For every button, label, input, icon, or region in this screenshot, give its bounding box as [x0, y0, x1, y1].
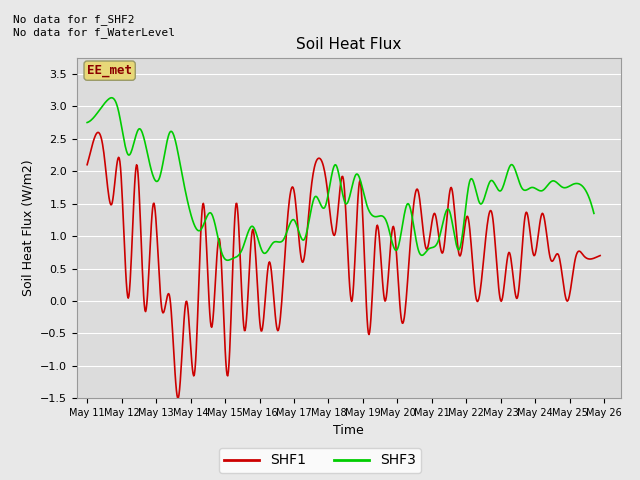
Text: No data for f_SHF2
No data for f_WaterLevel: No data for f_SHF2 No data for f_WaterLe… [13, 14, 175, 38]
Y-axis label: Soil Heat Flux (W/m2): Soil Heat Flux (W/m2) [22, 160, 35, 296]
X-axis label: Time: Time [333, 424, 364, 437]
Text: EE_met: EE_met [87, 64, 132, 77]
Legend: SHF1, SHF3: SHF1, SHF3 [219, 448, 421, 473]
Title: Soil Heat Flux: Soil Heat Flux [296, 37, 401, 52]
